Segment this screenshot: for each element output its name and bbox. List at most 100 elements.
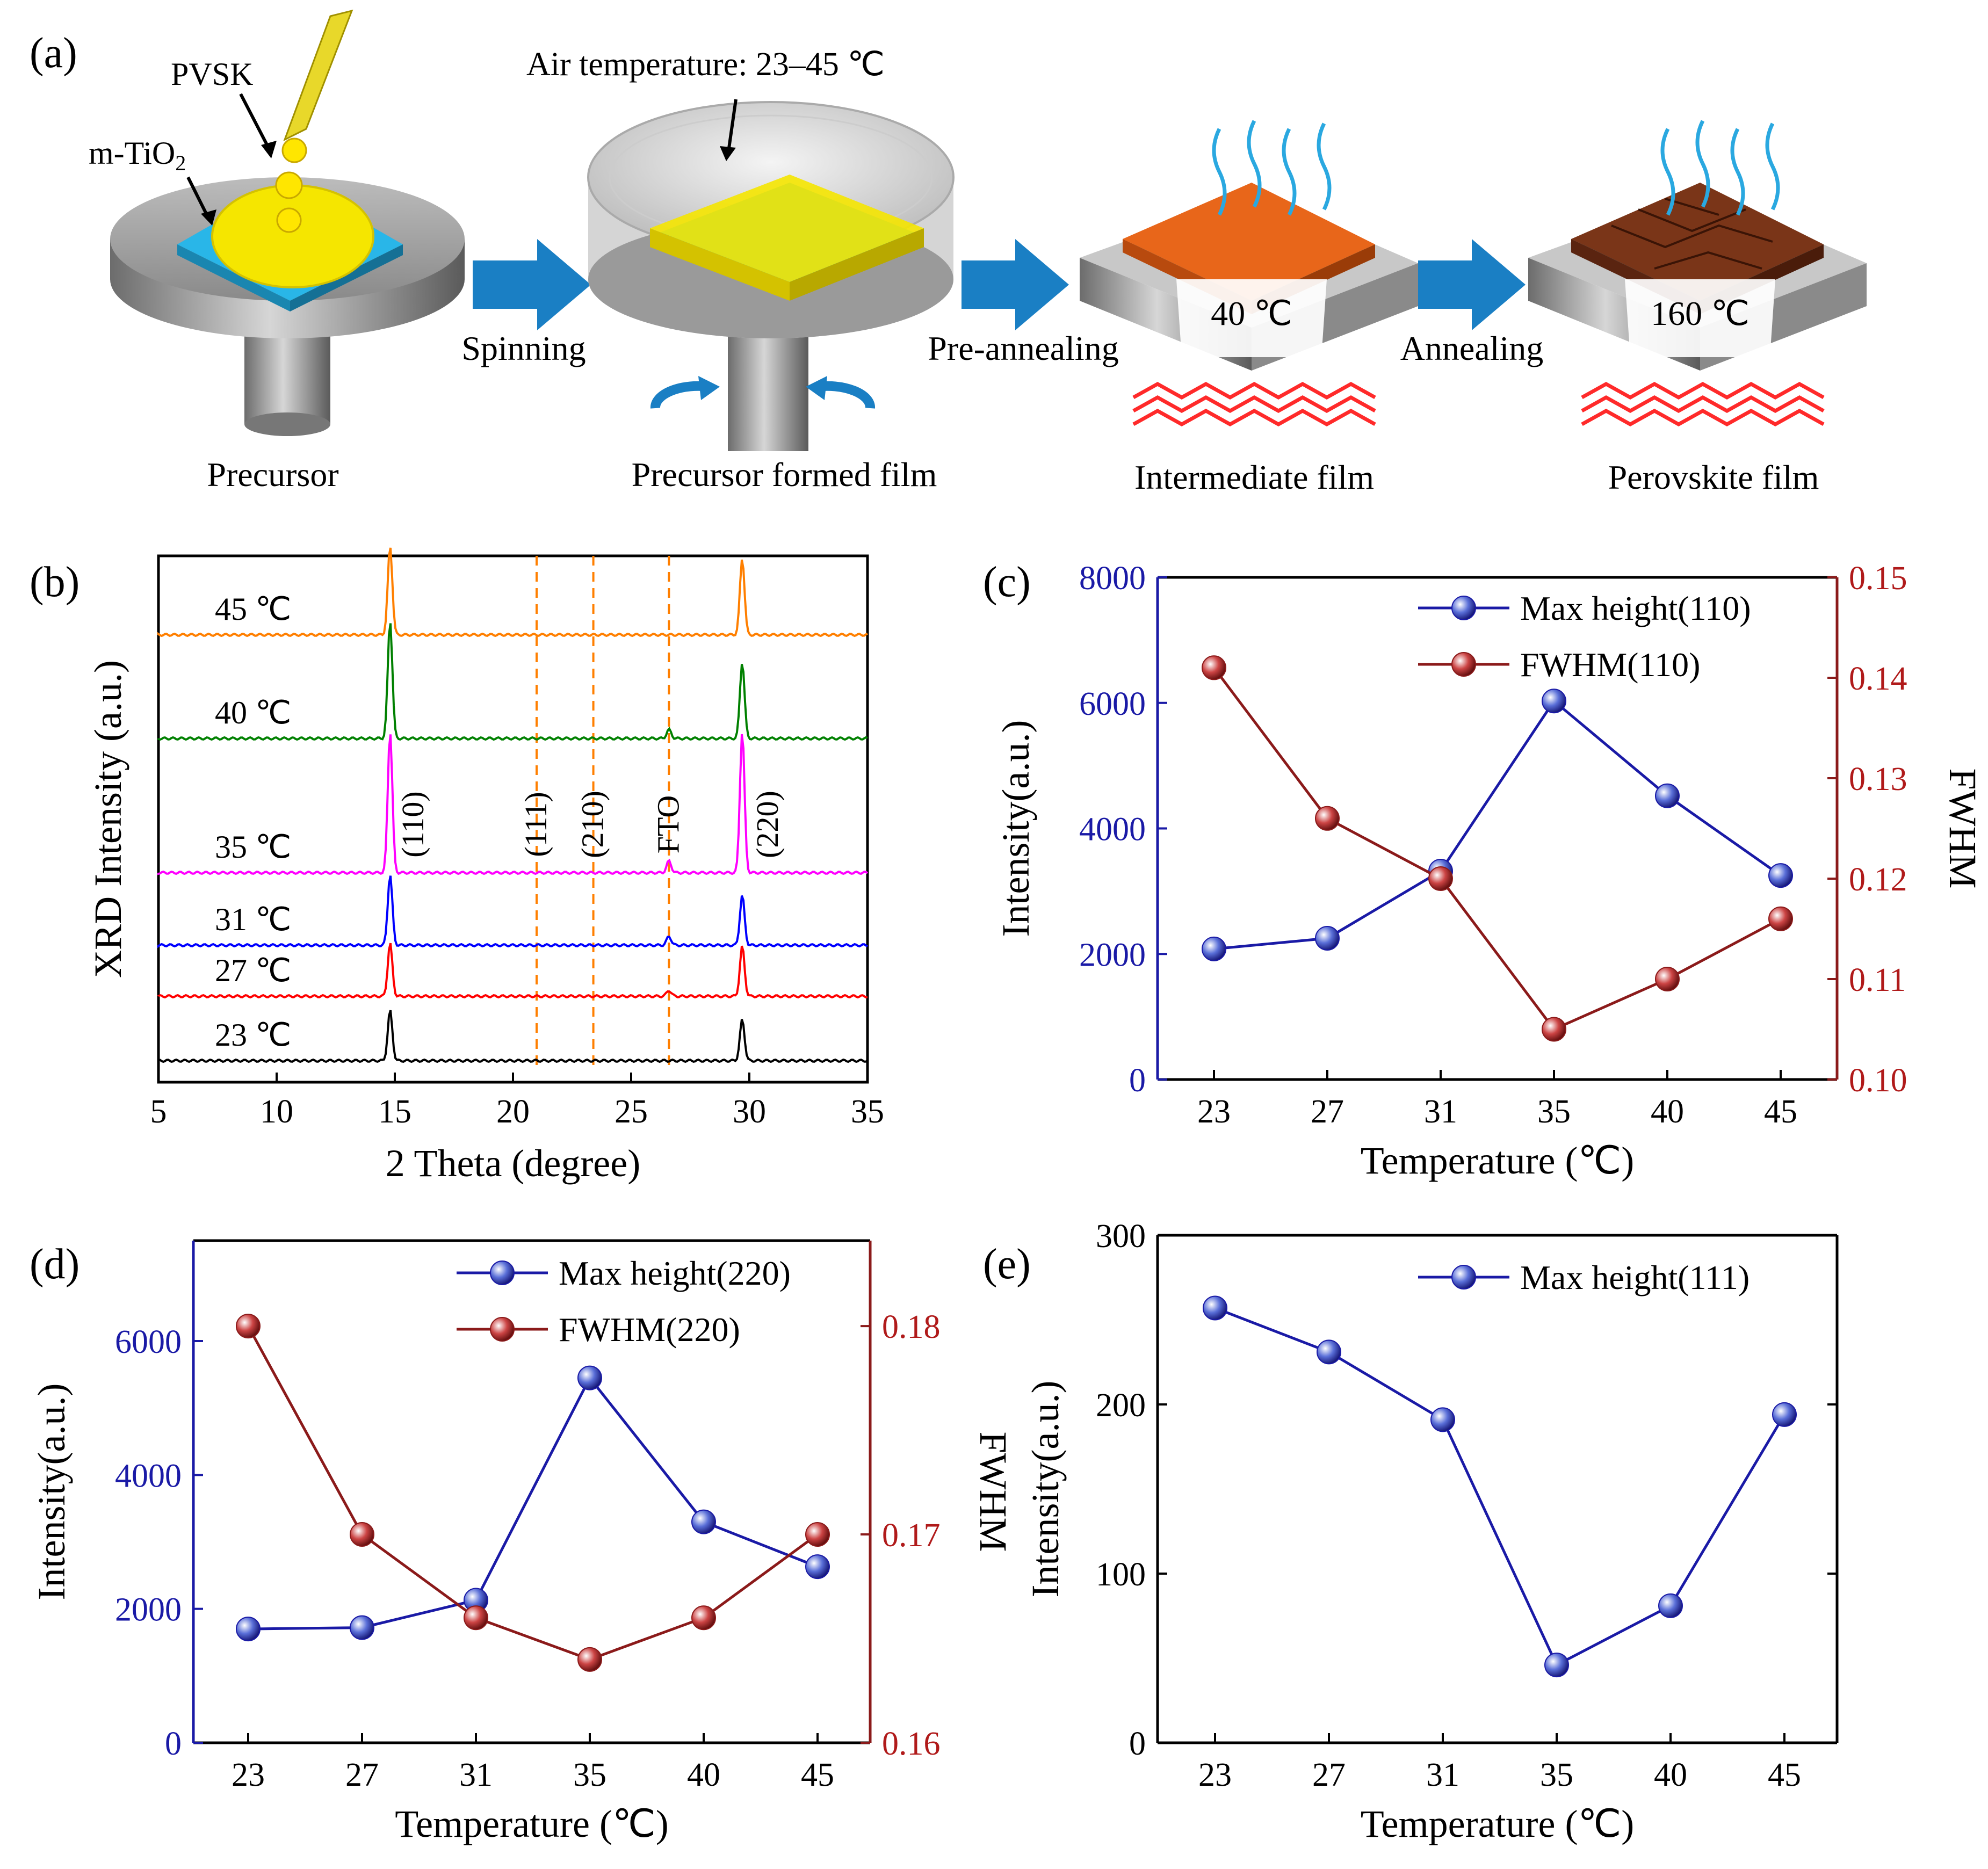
y2-axis-label: FWHM (1941, 768, 1984, 888)
y-tick-label: 2000 (115, 1592, 182, 1628)
y-axis-label: Intensity(a.u.) (1024, 1381, 1067, 1598)
trace-label: 45 ℃ (215, 591, 291, 627)
data-point (1315, 806, 1340, 831)
series-line (1215, 1307, 1786, 1667)
y-tick-label: 200 (1096, 1387, 1146, 1424)
x-axis-label: 2 Theta (degree) (386, 1142, 640, 1185)
data-point (577, 1365, 602, 1390)
y-tick-label: 2000 (1079, 937, 1146, 973)
pipette-tip-icon (283, 9, 353, 142)
panel-b-xrd-chart: (b) 5 10 15 20 25 30 35 2 Theta (degree) XRD Inte… (30, 547, 884, 1185)
legend-marker (1451, 596, 1476, 620)
x-tick-label: 45 (1768, 1757, 1801, 1793)
x-tick-label: 35 (1537, 1093, 1571, 1130)
xrd-trace (157, 623, 868, 741)
y2-tick-label: 0.17 (882, 1517, 941, 1554)
legend-marker (490, 1317, 515, 1342)
temp-perovskite: 160 ℃ (1651, 294, 1750, 332)
x-tick-label: 40 (1654, 1757, 1687, 1793)
step-pre-annealing: Pre-annealing (928, 329, 1118, 367)
x-tick-label: 27 (345, 1757, 379, 1793)
xrd-trace (157, 734, 869, 875)
y-tick-label: 6000 (1079, 686, 1146, 722)
data-point (577, 1647, 602, 1672)
trace-label: 35 ℃ (215, 829, 291, 865)
y2-tick-label: 0.13 (1849, 761, 1907, 798)
x-tick-label: 31 (459, 1757, 493, 1793)
y2-tick-label: 0.10 (1849, 1062, 1907, 1099)
panel-c-chart: (c) 23 27 31 35 40 45 Temperature (℃) 0 2000 4000 6… (983, 559, 1984, 1182)
x-tick-label: 35 (1540, 1757, 1573, 1793)
step-annealing: Annealing (1400, 329, 1544, 367)
legend-marker (1451, 652, 1476, 677)
x-tick-label: 30 (733, 1093, 766, 1130)
y2-tick-label: 0.15 (1849, 560, 1907, 597)
xrd-trace (157, 547, 868, 638)
x-tick-label: 25 (615, 1093, 648, 1130)
x-tick-label: 45 (801, 1757, 834, 1793)
series-line (248, 1375, 818, 1631)
legend-label: Max height(220) (559, 1254, 791, 1292)
precursor-film (650, 175, 924, 282)
arrow-spinning-icon (473, 239, 591, 330)
data-point (464, 1605, 488, 1631)
data-point (1203, 1295, 1227, 1321)
y-tick-label: 0 (1129, 1062, 1146, 1099)
rotation-arrow-icon (650, 381, 710, 409)
legend-marker (1451, 1265, 1476, 1290)
panel-label: (d) (30, 1241, 79, 1288)
x-tick-label: 23 (1197, 1093, 1231, 1130)
hotplate-perovskite: 160 ℃ Perovskite film (1528, 120, 1867, 496)
trace-label: 31 ℃ (215, 902, 291, 937)
x-tick-label: 5 (150, 1093, 167, 1130)
trace-label: 40 ℃ (215, 695, 291, 730)
x-axis-label: Temperature (℃) (1361, 1139, 1635, 1182)
data-point (1772, 1402, 1797, 1427)
step-spinning: Spinning (461, 329, 585, 367)
temp-intermediate: 40 ℃ (1211, 294, 1292, 332)
stage-precursor: Precursor (207, 455, 338, 494)
panel-a-label: (a) (30, 30, 77, 77)
data-point (1655, 967, 1680, 991)
mtio2-label: m-TiO2 (89, 135, 186, 175)
pvsk-label: PVSK (171, 56, 253, 92)
x-tick-label: 35 (573, 1757, 606, 1793)
x-tick-label: 10 (260, 1093, 293, 1130)
data-point (1428, 866, 1453, 891)
y2-tick-label: 0.16 (882, 1726, 941, 1762)
y-tick-label: 6000 (115, 1324, 182, 1360)
perovskite-film (1571, 183, 1824, 301)
arrow-annealing-icon (1418, 239, 1526, 330)
data-point (350, 1615, 374, 1640)
xrd-trace (157, 1010, 869, 1063)
x-tick-label: 45 (1764, 1093, 1797, 1130)
data-point (1542, 1017, 1566, 1042)
mtio2-subscript: 2 (175, 151, 186, 175)
mtio2-base: m-TiO (89, 135, 175, 171)
x-tick-label: 31 (1424, 1093, 1457, 1130)
x-tick-label: 35 (851, 1093, 884, 1130)
peak-annotation: (220) (750, 791, 785, 858)
x-tick-label: 40 (1651, 1093, 1684, 1130)
panel-a-schematic: (a) PVSK m-TiO2 Precursor Spinning (30, 9, 1867, 496)
y-tick-label: 8000 (1079, 560, 1146, 597)
y-tick-label: 4000 (1079, 812, 1146, 848)
x-tick-label: 23 (232, 1757, 265, 1793)
dish-precursor-film: Air temperature: 23–45 ℃ Precursor forme… (526, 46, 955, 494)
data-point (1317, 1339, 1341, 1365)
y2-tick-label: 0.18 (882, 1309, 941, 1345)
peak-annotation: FTO (650, 795, 685, 854)
air-temperature-label: Air temperature: 23–45 ℃ (526, 46, 885, 83)
stage-precursor-formed-film: Precursor formed film (632, 455, 937, 494)
peak-annotation: (210) (575, 791, 610, 858)
x-tick-label: 27 (1311, 1093, 1344, 1130)
peak-annotation: (110) (395, 791, 430, 857)
x-axis-label: Temperature (℃) (1361, 1802, 1635, 1845)
y-tick-label: 0 (1129, 1726, 1146, 1762)
series-line (247, 1325, 819, 1661)
panel-e-chart: (e) 23 27 31 35 40 45 Temperature (℃) 0 100 200 300… (983, 1218, 1839, 1845)
x-tick-label: 31 (1426, 1757, 1459, 1793)
spin-coater-precursor: PVSK m-TiO2 Precursor (89, 9, 465, 494)
hotplate-intermediate: 40 ℃ Intermediate film (1080, 120, 1418, 496)
